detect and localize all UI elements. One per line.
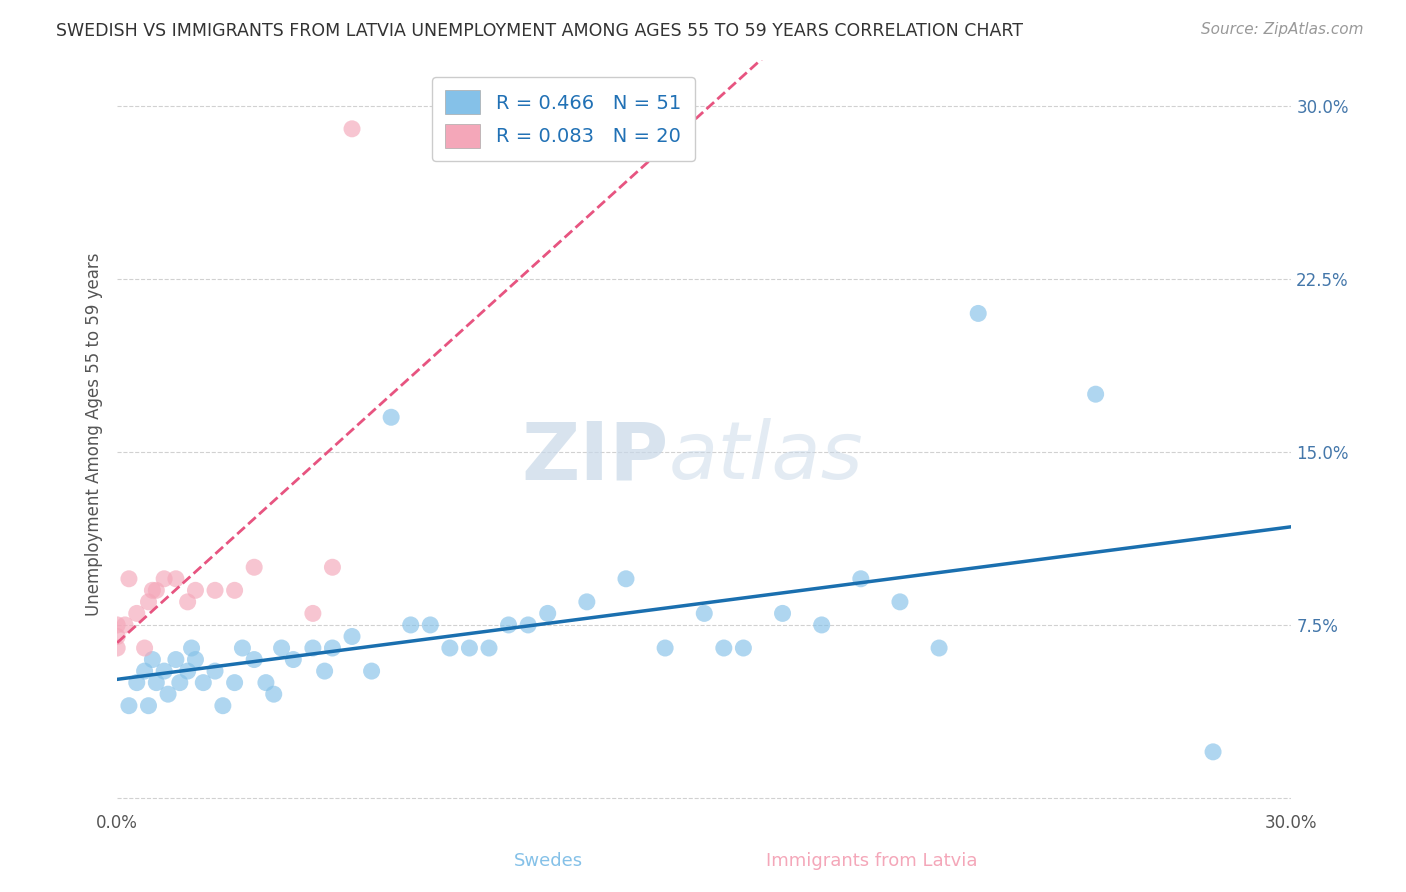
Point xyxy=(138,698,160,713)
Point xyxy=(231,640,253,655)
Point xyxy=(889,595,911,609)
Point xyxy=(360,664,382,678)
Point xyxy=(1202,745,1225,759)
Point xyxy=(118,698,141,713)
Point xyxy=(254,675,277,690)
Point xyxy=(517,618,540,632)
Point xyxy=(458,640,481,655)
Point xyxy=(302,640,325,655)
Point xyxy=(263,687,285,701)
Point xyxy=(212,698,235,713)
Point xyxy=(243,560,266,574)
Text: Immigrants from Latvia: Immigrants from Latvia xyxy=(766,852,977,870)
Point xyxy=(283,652,305,666)
Point xyxy=(145,675,167,690)
Point xyxy=(849,572,872,586)
Point xyxy=(157,687,180,701)
Point xyxy=(105,640,128,655)
Point xyxy=(224,583,246,598)
Point xyxy=(184,652,207,666)
Y-axis label: Unemployment Among Ages 55 to 59 years: Unemployment Among Ages 55 to 59 years xyxy=(86,252,103,616)
Point xyxy=(1084,387,1107,401)
Point xyxy=(270,640,292,655)
Point xyxy=(419,618,441,632)
Point xyxy=(125,675,148,690)
Point xyxy=(321,640,343,655)
Point xyxy=(138,595,160,609)
Point xyxy=(654,640,676,655)
Point xyxy=(169,675,191,690)
Point xyxy=(614,572,637,586)
Point xyxy=(967,306,990,320)
Point xyxy=(204,583,226,598)
Point xyxy=(693,607,716,621)
Point xyxy=(321,560,343,574)
Point xyxy=(302,607,325,621)
Point xyxy=(125,607,148,621)
Point xyxy=(184,583,207,598)
Point xyxy=(105,630,128,644)
Text: SWEDISH VS IMMIGRANTS FROM LATVIA UNEMPLOYMENT AMONG AGES 55 TO 59 YEARS CORRELA: SWEDISH VS IMMIGRANTS FROM LATVIA UNEMPL… xyxy=(56,22,1024,40)
Text: Source: ZipAtlas.com: Source: ZipAtlas.com xyxy=(1201,22,1364,37)
Point xyxy=(224,675,246,690)
Point xyxy=(141,583,163,598)
Point xyxy=(772,607,794,621)
Point xyxy=(380,410,402,425)
Text: ZIP: ZIP xyxy=(522,418,669,496)
Point xyxy=(575,595,598,609)
Point xyxy=(145,583,167,598)
Point xyxy=(176,664,198,678)
Point xyxy=(243,652,266,666)
Point xyxy=(176,595,198,609)
Point xyxy=(810,618,832,632)
Point xyxy=(713,640,735,655)
Point xyxy=(204,664,226,678)
Point xyxy=(114,618,136,632)
Point xyxy=(141,652,163,666)
Text: Swedes: Swedes xyxy=(513,852,583,870)
Point xyxy=(478,640,501,655)
Point xyxy=(134,640,156,655)
Point xyxy=(439,640,461,655)
Point xyxy=(105,618,128,632)
Point xyxy=(165,652,187,666)
Point xyxy=(340,121,363,136)
Point xyxy=(153,572,176,586)
Point xyxy=(928,640,950,655)
Point xyxy=(314,664,336,678)
Point xyxy=(733,640,755,655)
Text: atlas: atlas xyxy=(669,418,863,496)
Point xyxy=(340,630,363,644)
Point xyxy=(498,618,520,632)
Legend: R = 0.466   N = 51, R = 0.083   N = 20: R = 0.466 N = 51, R = 0.083 N = 20 xyxy=(432,77,695,161)
Point xyxy=(134,664,156,678)
Point xyxy=(193,675,215,690)
Point xyxy=(180,640,202,655)
Point xyxy=(537,607,560,621)
Point xyxy=(165,572,187,586)
Point xyxy=(118,572,141,586)
Point xyxy=(399,618,422,632)
Point xyxy=(153,664,176,678)
